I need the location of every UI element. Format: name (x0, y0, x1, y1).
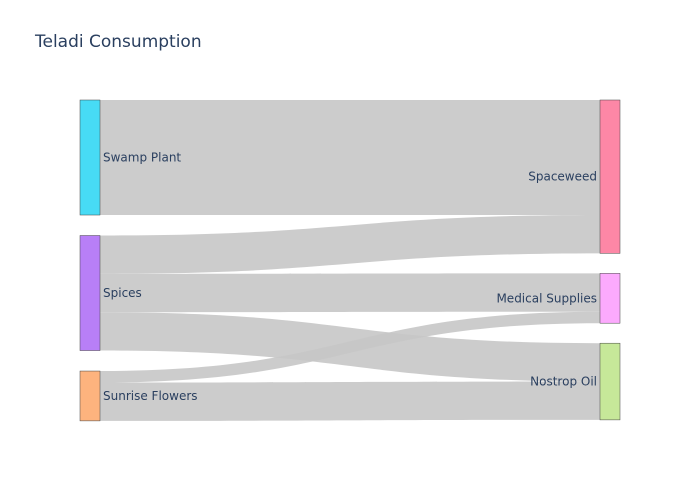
node-nostrop[interactable] (599, 342, 621, 421)
link-sunrise-to-medical[interactable] (100, 311, 600, 383)
chart-title: Teladi Consumption (35, 32, 202, 52)
node-label-medical: Medical Supplies (496, 291, 597, 305)
nodes-layer (79, 99, 621, 422)
node-medical[interactable] (599, 273, 621, 324)
node-swamp[interactable] (79, 99, 101, 216)
link-sunrise-to-nostrop[interactable] (100, 381, 600, 421)
node-label-nostrop: Nostrop Oil (530, 375, 597, 389)
labels-layer: Swamp Plant Spices Sunrise Flowers Spacewee… (103, 151, 597, 403)
node-sunrise[interactable] (79, 370, 101, 422)
link-spices-to-medical[interactable] (100, 273, 600, 313)
node-label-spaceweed: Spaceweed (528, 170, 597, 184)
node-label-spices: Spices (103, 286, 142, 300)
link-swamp-to-spaceweed[interactable] (100, 100, 600, 216)
link-spices-to-spaceweed[interactable] (100, 215, 600, 274)
node-label-sunrise: Sunrise Flowers (103, 389, 198, 403)
links-layer (100, 100, 600, 421)
node-spaceweed[interactable] (599, 99, 621, 254)
node-spices[interactable] (79, 235, 101, 351)
node-label-swamp: Swamp Plant (103, 151, 181, 165)
